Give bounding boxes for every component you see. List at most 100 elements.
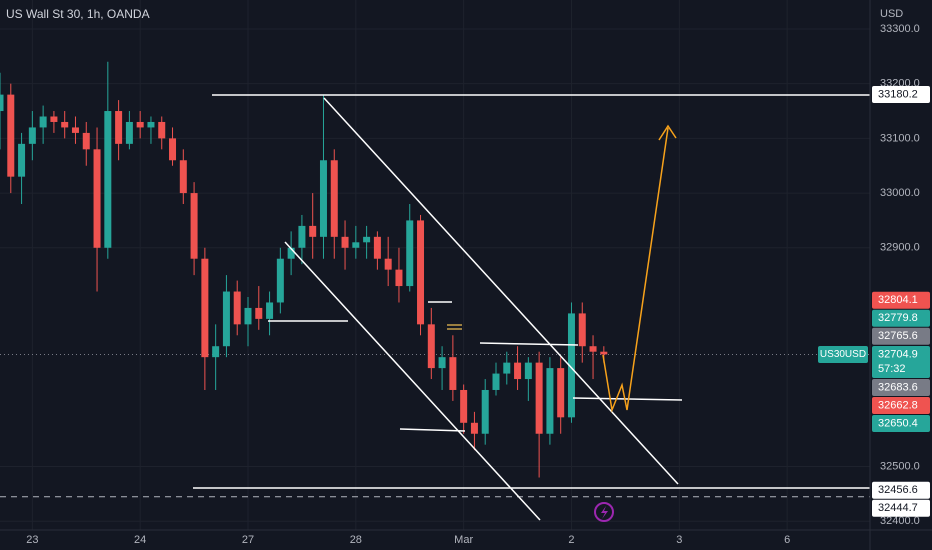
axes: 33300.033200.033100.033000.032900.032500… <box>26 23 930 546</box>
y-tick-label: 32400.0 <box>880 515 920 527</box>
candle-body <box>0 94 4 112</box>
price-tag <box>872 86 930 104</box>
candle-body <box>427 324 435 369</box>
candle-body <box>39 116 47 128</box>
event-icon[interactable] <box>594 502 614 522</box>
candle-body <box>147 121 155 128</box>
price-tag-label: 32683.6 <box>878 381 918 393</box>
symbol-tag <box>818 345 868 363</box>
candle-body <box>50 116 58 122</box>
candle-body <box>179 160 187 194</box>
price-tag-label: 33180.2 <box>878 88 918 100</box>
candle-body <box>524 362 532 380</box>
candle-body <box>71 127 79 133</box>
x-tick-label: 3 <box>676 534 682 546</box>
x-tick-label: 27 <box>242 534 254 546</box>
candle-body <box>244 307 252 325</box>
candle-body <box>125 121 133 144</box>
candle-body <box>535 362 543 434</box>
price-tag-label: 32804.1 <box>878 294 918 306</box>
channel-lower <box>284 241 541 521</box>
price-tag-label: 32444.7 <box>878 502 918 514</box>
arrow-head <box>658 124 677 141</box>
price-tag-label: 32650.4 <box>878 417 918 429</box>
candle-body <box>578 313 586 347</box>
price-tag-label: 32456.6 <box>878 484 918 496</box>
x-tick-label: 2 <box>568 534 574 546</box>
candle-body <box>330 160 338 237</box>
candle-body <box>567 313 575 418</box>
candle-body <box>406 220 414 287</box>
candle-body <box>319 160 327 237</box>
x-tick-label: Mar <box>454 534 473 546</box>
candle-body <box>309 225 317 237</box>
candle-body <box>363 236 371 243</box>
candle-body <box>449 357 457 390</box>
candle-body <box>287 247 295 259</box>
price-tag <box>872 345 930 378</box>
candle-body <box>28 127 36 144</box>
candle-body <box>514 362 522 380</box>
candle-body <box>373 236 381 259</box>
candle-body <box>190 193 198 259</box>
drawings <box>193 94 870 521</box>
y-tick-label: 32500.0 <box>880 460 920 472</box>
candle-body <box>589 346 597 352</box>
x-tick-label: 24 <box>134 534 146 546</box>
candle-body <box>460 389 468 423</box>
candle-body <box>352 242 360 248</box>
candle-body <box>557 368 565 418</box>
candle-body <box>395 269 403 287</box>
candle-body <box>384 258 392 270</box>
candle-body <box>438 357 446 369</box>
price-tag <box>872 378 930 396</box>
x-tick-label: 23 <box>26 534 38 546</box>
price-tag <box>872 327 930 345</box>
candle-body <box>233 291 241 325</box>
projection-arrow <box>602 127 669 413</box>
y-tick-label: 33300.0 <box>880 23 920 35</box>
x-tick-label: 28 <box>350 534 362 546</box>
y-tick-label: 33100.0 <box>880 132 920 144</box>
candle-body <box>158 121 166 139</box>
price-tag-label: 32662.8 <box>878 399 918 411</box>
candle-body <box>7 94 15 177</box>
price-tag-label: 32779.8 <box>878 312 918 324</box>
level-line <box>479 342 579 346</box>
candle-body <box>104 111 112 248</box>
event-icon-bolt <box>601 506 608 519</box>
candle-body <box>61 121 69 128</box>
candle-body <box>18 143 26 177</box>
candle-body <box>136 121 144 128</box>
candle-body <box>341 236 349 248</box>
price-tag <box>872 499 930 517</box>
currency-label: USD <box>880 8 903 20</box>
y-tick-label: 33000.0 <box>880 187 920 199</box>
price-tag-label: 32765.6 <box>878 330 918 342</box>
channel-upper <box>323 97 679 485</box>
x-tick-label: 6 <box>784 534 790 546</box>
price-tag <box>872 309 930 327</box>
candle-body <box>93 149 101 248</box>
candle-body <box>492 373 500 390</box>
level-line <box>399 428 466 432</box>
price-tag <box>872 414 930 432</box>
candle-body <box>470 422 478 434</box>
y-tick-label: 32900.0 <box>880 242 920 254</box>
candle-body <box>82 132 90 150</box>
grid <box>0 0 870 530</box>
candle-body <box>600 351 608 355</box>
candles <box>0 61 608 478</box>
candle-body <box>255 307 263 319</box>
candle-body <box>266 302 274 319</box>
price-tag <box>872 291 930 309</box>
countdown: 57:32 <box>878 363 906 375</box>
candle-body <box>169 138 177 161</box>
chart-title: US Wall St 30, 1h, OANDA <box>6 7 150 21</box>
candle-body <box>503 362 511 374</box>
candle-body <box>546 368 554 434</box>
price-tag <box>872 481 930 499</box>
candle-body <box>276 258 284 303</box>
